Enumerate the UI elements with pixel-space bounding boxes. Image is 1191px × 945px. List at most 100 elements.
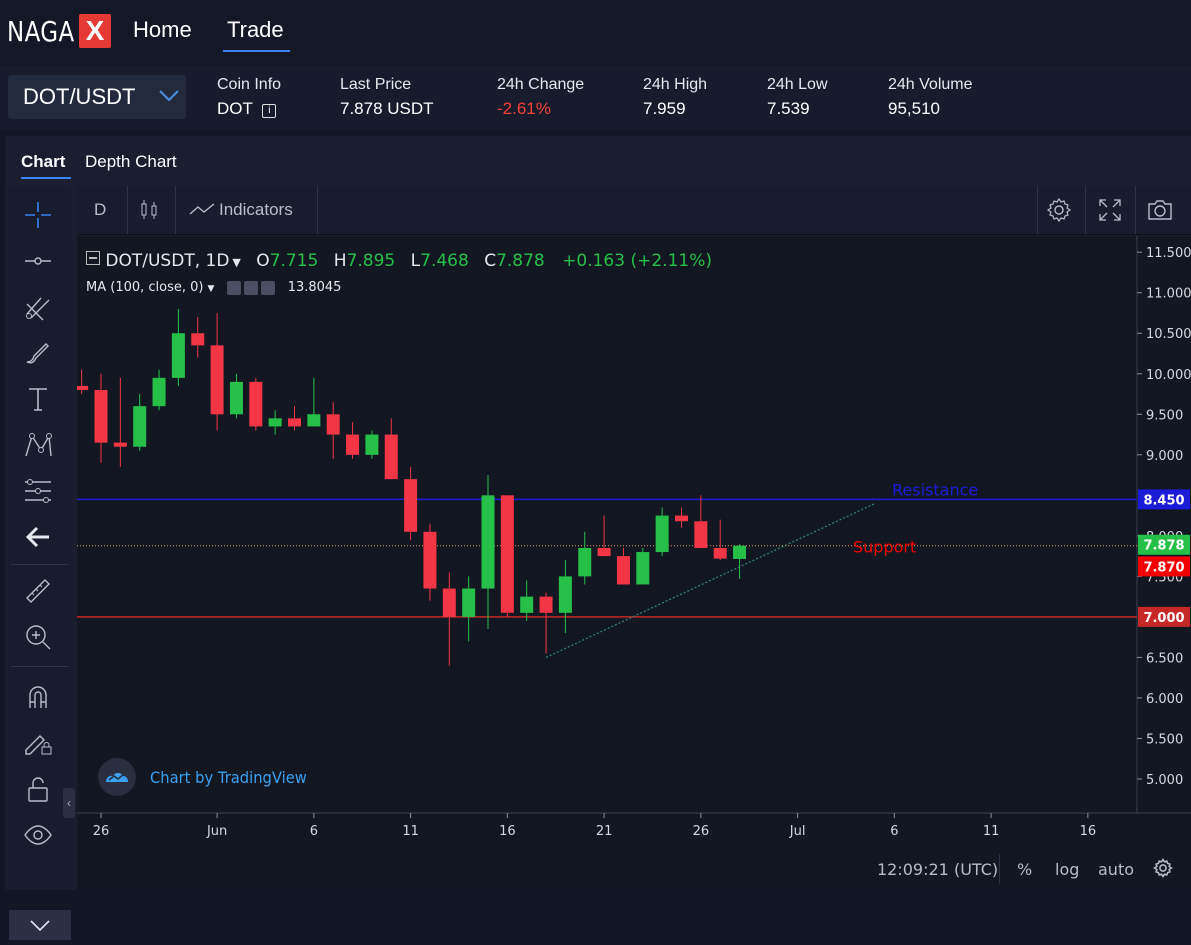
unlock-icon[interactable] (21, 772, 55, 806)
candle-body (675, 515, 688, 522)
y-tick-label: 10.500 (1146, 327, 1191, 342)
chart-toolbar: D Indicators (77, 186, 1191, 235)
resistance-label: Resistance (892, 480, 978, 499)
candle-body (94, 389, 108, 443)
last-price-label: Last Price (340, 76, 412, 93)
pair-selector[interactable]: DOT/USDT (8, 75, 186, 119)
coin-info-symbol: DOT (217, 99, 253, 118)
brush-icon[interactable] (21, 336, 55, 370)
gear-icon[interactable] (1046, 197, 1072, 228)
y-tick-label: 6.000 (1146, 692, 1183, 707)
chevron-down-icon (158, 89, 180, 108)
log-scale-button[interactable]: log (1055, 860, 1080, 879)
chart-canvas[interactable]: 11.50011.00010.50010.0009.5009.0008.0007… (77, 236, 1191, 848)
chart-status-bar: 12:09:21 (UTC) % log auto (77, 848, 1191, 890)
close-icon[interactable] (260, 280, 275, 295)
coin-info-label: Coin Info (217, 76, 282, 93)
high-value: 7.959 (643, 99, 686, 118)
candle-body (288, 418, 301, 427)
eye-icon[interactable] (21, 818, 55, 852)
back-arrow-icon[interactable] (21, 520, 55, 554)
legend-close: 7.878 (496, 251, 545, 271)
interval-button[interactable]: D (94, 200, 107, 219)
tab-chart[interactable]: Chart (21, 152, 66, 171)
candle-body (500, 495, 514, 613)
x-tick-label: Jul (789, 824, 806, 839)
lock-draw-icon[interactable] (21, 726, 55, 760)
caret-down-icon[interactable]: ▼ (207, 284, 215, 294)
candle-body (597, 548, 611, 557)
tradingview-text: Chart by TradingView (150, 768, 307, 787)
naga-logo[interactable]: NAGA X (7, 14, 111, 48)
caret-down-icon[interactable]: ▼ (232, 256, 241, 269)
tradingview-logo-icon (98, 758, 136, 796)
tab-active-indicator (21, 177, 71, 179)
trend-line (545, 502, 876, 658)
price-chart[interactable]: 11.50011.00010.50010.0009.5009.0008.0007… (77, 236, 1191, 890)
trend-lines-icon[interactable] (21, 290, 55, 324)
gear-icon[interactable] (1153, 858, 1173, 883)
volume-label: 24h Volume (888, 76, 973, 93)
price-label-text: 8.450 (1143, 493, 1184, 508)
horizontal-line-icon[interactable] (21, 244, 55, 278)
candle-body (558, 576, 572, 613)
legend-symbol[interactable]: DOT/USDT, 1D (105, 251, 230, 271)
chart-panel: Chart Depth Chart (5, 136, 1191, 940)
y-tick-label: 9.500 (1146, 408, 1183, 423)
legend-low-label: L (410, 251, 421, 271)
text-icon[interactable] (21, 382, 55, 416)
ma-label[interactable]: MA (100, close, 0) (86, 280, 204, 295)
collapse-toolbar-button[interactable]: ‹ (63, 788, 75, 818)
support-price-text: 7.870 (1143, 560, 1184, 575)
zoom-icon[interactable] (21, 620, 55, 654)
legend-collapse-icon[interactable] (86, 251, 100, 265)
candle-body (462, 588, 476, 617)
candle-body (346, 434, 360, 455)
toolbar-divider (11, 666, 69, 667)
x-tick-label: 16 (499, 824, 516, 839)
x-tick-label: 6 (310, 824, 318, 839)
candle-body (268, 418, 282, 427)
ticker-bar: DOT/USDT Coin Info DOT i Last Price 7.87… (0, 66, 1191, 130)
logo-text: NAGA (7, 14, 75, 48)
crosshair-icon[interactable] (21, 198, 55, 232)
y-tick-label: 10.000 (1146, 368, 1191, 383)
nav-active-indicator (223, 50, 290, 52)
nav-home[interactable]: Home (133, 17, 192, 42)
x-tick-label: 26 (693, 824, 710, 839)
more-tools-button[interactable] (9, 910, 71, 940)
candle-body (404, 479, 418, 532)
x-tick-label: Jun (206, 824, 227, 839)
pattern-icon[interactable] (21, 428, 55, 462)
gear-icon[interactable] (243, 280, 258, 295)
indicators-button[interactable]: Indicators (185, 186, 315, 234)
info-icon[interactable]: i (262, 104, 277, 118)
ruler-icon[interactable] (21, 574, 55, 608)
percent-scale-button[interactable]: % (1017, 860, 1033, 879)
magnet-icon[interactable] (21, 680, 55, 714)
candle-body (694, 521, 708, 549)
candle-body (442, 588, 456, 617)
auto-scale-button[interactable]: auto (1098, 860, 1135, 879)
fullscreen-icon[interactable] (1097, 197, 1123, 228)
ma-value: 13.8045 (287, 280, 342, 295)
camera-icon[interactable] (1146, 197, 1174, 228)
utc-time[interactable]: 12:09:21 (UTC) (877, 860, 999, 879)
tab-depth-chart[interactable]: Depth Chart (85, 152, 177, 171)
candles-icon[interactable] (137, 198, 161, 227)
legend-change: +0.163 (+2.11%) (562, 251, 712, 271)
fib-icon[interactable] (21, 474, 55, 508)
ma-legend: MA (100, close, 0) ▼ 13.8045 (86, 280, 341, 295)
y-tick-label: 6.500 (1146, 651, 1183, 666)
change-label: 24h Change (497, 76, 585, 93)
current-price-box (1138, 534, 1190, 555)
candle-body (713, 548, 727, 559)
nav-trade[interactable]: Trade (227, 17, 284, 42)
x-tick-label: 16 (1080, 824, 1097, 839)
legend-open: 7.715 (269, 251, 319, 271)
candle-body (210, 345, 224, 415)
candle-body (365, 434, 379, 455)
candle-body (326, 414, 340, 435)
eye-icon[interactable] (226, 280, 241, 295)
x-tick-label: 11 (983, 824, 1000, 839)
